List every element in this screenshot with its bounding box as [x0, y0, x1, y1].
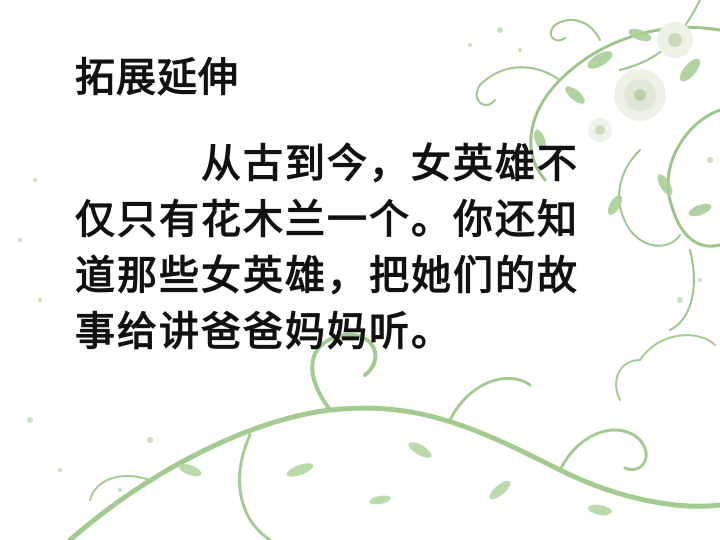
- slide-body-text: 从古到今，女英雄不仅只有花木兰一个。你还知道那些女英雄，把她们的故事给讲爸爸妈妈…: [75, 141, 579, 355]
- slide-title: 拓展延伸: [75, 55, 239, 101]
